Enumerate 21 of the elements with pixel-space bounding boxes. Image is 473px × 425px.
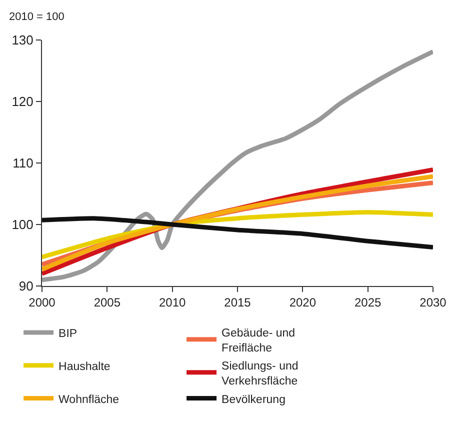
- legend-label: BIP: [58, 328, 78, 340]
- legend-label: Gebäude- und Freifläche: [222, 327, 296, 354]
- y-axis-title: 2010 = 100: [9, 11, 64, 23]
- line-series: [42, 49, 433, 282]
- legend-label: Wohnfläche: [58, 394, 120, 406]
- line-series: [42, 216, 433, 250]
- x-tick-label: 2000: [28, 295, 56, 310]
- y-tick-label: 130: [12, 32, 34, 48]
- legend-label: Siedlungs- und Verkehrsfläche: [222, 360, 298, 388]
- x-tick-label: 2010: [158, 295, 186, 310]
- x-tick-label: 2005: [94, 295, 121, 310]
- y-tick-label: 90: [18, 278, 34, 294]
- x-tick-label: 2015: [224, 295, 252, 310]
- y-tick-label: 100: [12, 217, 34, 232]
- x-tick-label: 2030: [420, 295, 447, 310]
- x-tick-label: 2025: [354, 295, 382, 310]
- y-tick-label: 120: [12, 94, 34, 110]
- legend-label: Bevölkerung: [222, 394, 286, 406]
- legend-label: Haushalte: [58, 360, 110, 373]
- y-tick-label: 110: [12, 156, 34, 171]
- x-tick-label: 2020: [289, 295, 316, 310]
